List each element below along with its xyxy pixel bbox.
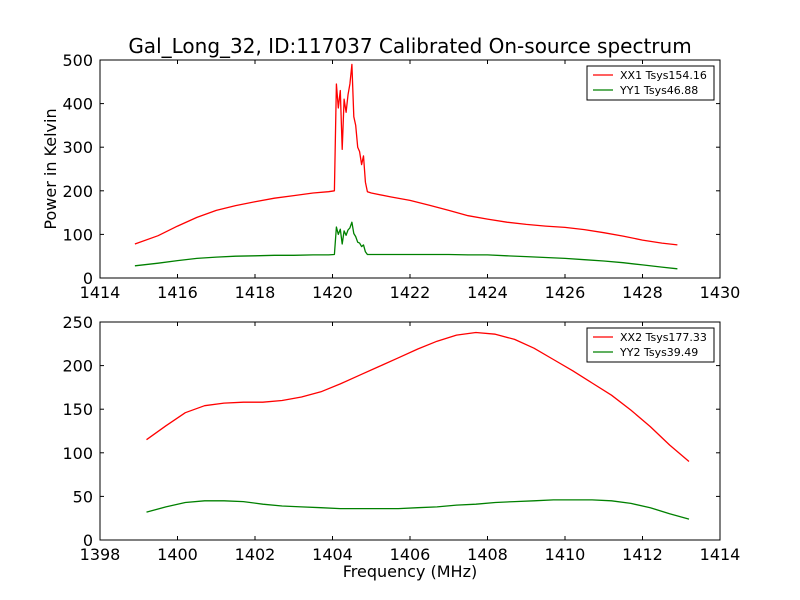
series-line-2-2 [146, 499, 690, 520]
y-tick-label: 100 [62, 225, 93, 244]
x-axis-label: Frequency (MHz) [343, 562, 477, 581]
x-tick-label: 1430 [700, 283, 741, 302]
legend-label: XX1 Tsys154.16 [620, 69, 707, 82]
y-tick-label: 150 [62, 400, 93, 419]
legend-box [586, 327, 715, 363]
legend-label: YY1 Tsys46.88 [619, 84, 698, 97]
x-tick-label: 1408 [467, 545, 508, 564]
x-tick-label: 1418 [235, 283, 276, 302]
x-tick-label: 1414 [700, 545, 741, 564]
x-tick-label: 1398 [80, 545, 121, 564]
subplot-2: 1398 1400 1402 1404 1406 1408 1410 1412 1414 0 50 1… [62, 313, 740, 581]
x-tick-label: 1424 [467, 283, 508, 302]
legend-1: XX1 Tsys154.16 YY1 Tsys46.88 [586, 65, 715, 101]
y-axis-label: Power in Kelvin [41, 108, 60, 229]
chart-title: Gal_Long_32, ID:117037 Calibrated On-sou… [128, 34, 691, 58]
x-tick-label: 1414 [80, 283, 121, 302]
legend-label: XX2 Tsys177.33 [620, 331, 707, 344]
legend-box [586, 65, 715, 101]
legend-label: YY2 Tsys39.49 [619, 346, 698, 359]
y-tick-label: 400 [62, 95, 93, 114]
x-tick-label: 1412 [622, 545, 663, 564]
legend-2: XX2 Tsys177.33 YY2 Tsys39.49 [586, 327, 715, 363]
y-tick-label: 0 [83, 269, 93, 288]
series-line-2-1 [146, 331, 690, 462]
x-tick-label: 1400 [157, 545, 198, 564]
x-tick-label: 1420 [312, 283, 353, 302]
x-tick-label: 1426 [545, 283, 586, 302]
y-tick-label: 200 [62, 357, 93, 376]
subplots: 1414 1416 1418 1420 1422 1424 1426 1428 1430 0 100… [41, 51, 740, 581]
y-tick-label: 200 [62, 182, 93, 201]
x-tick-label: 1406 [390, 545, 431, 564]
y-tick-label: 100 [62, 444, 93, 463]
y-tick-label: 300 [62, 138, 93, 157]
y-tick-label: 0 [83, 531, 93, 550]
x-tick-label: 1428 [622, 283, 663, 302]
y-tick-label: 500 [62, 51, 93, 70]
x-tick-label: 1422 [390, 283, 431, 302]
series-line-1-2 [134, 221, 678, 270]
subplot-1: 1414 1416 1418 1420 1422 1424 1426 1428 1430 0 100… [41, 51, 740, 302]
y-tick-label: 250 [62, 313, 93, 332]
y-tick-label: 50 [73, 487, 93, 506]
x-tick-label: 1404 [312, 545, 353, 564]
x-tick-label: 1416 [157, 283, 198, 302]
x-tick-label: 1410 [545, 545, 586, 564]
series-line-1-1 [134, 63, 678, 246]
x-tick-label: 1402 [235, 545, 276, 564]
